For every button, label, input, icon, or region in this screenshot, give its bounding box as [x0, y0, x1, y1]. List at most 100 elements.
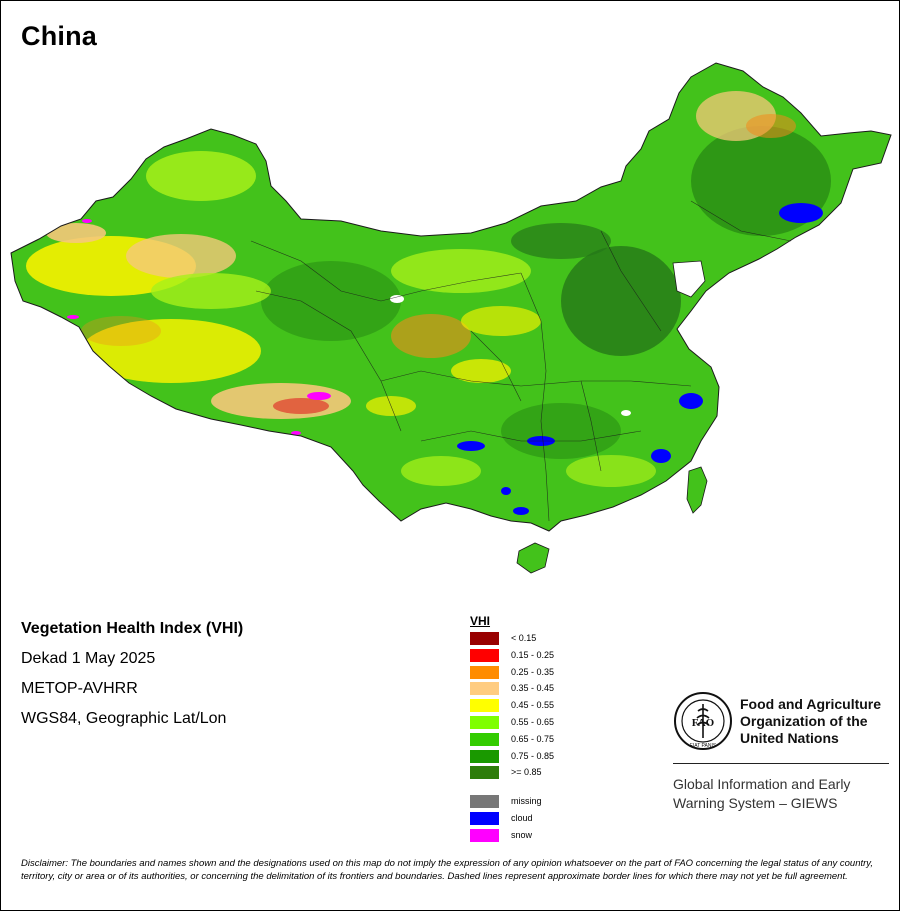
- missing-patch: [633, 125, 649, 133]
- legend-swatch: [470, 665, 499, 679]
- province-line: [255, 290, 402, 432]
- snow-patch: [307, 392, 331, 400]
- vhi-patches: [26, 91, 831, 515]
- province-line: [690, 200, 792, 242]
- fao-divider: [673, 763, 889, 764]
- legend-swatch: [470, 682, 499, 696]
- vhi-patch: [261, 261, 401, 341]
- legend-item: 0.75 - 0.85: [470, 749, 554, 766]
- legend-gap: [470, 782, 490, 794]
- vhi-patch: [511, 223, 611, 259]
- legend-item: missing: [470, 794, 542, 811]
- fao-name-line2: Organization of the: [740, 713, 868, 729]
- cloud-patch: [457, 441, 485, 451]
- legend-item: 0.55 - 0.65: [470, 715, 554, 732]
- snow-patch: [291, 431, 301, 435]
- legend-label: missing: [511, 796, 542, 807]
- legend-label: 0.35 - 0.45: [511, 683, 555, 694]
- legend-title: VHI: [470, 614, 491, 628]
- province-line: [600, 230, 662, 332]
- vhi-patch: [126, 234, 236, 278]
- province-boundaries: [250, 200, 792, 522]
- legend-item: cloud: [470, 811, 533, 828]
- legend-swatch: [470, 699, 499, 713]
- vhi-patch: [561, 246, 681, 356]
- map-info: Vegetation Health Index (VHI) Dekad 1 Ma…: [21, 619, 243, 739]
- vhi-patch: [461, 306, 541, 336]
- vhi-legend: VHI < 0.15 0.15 - 0.25 0.25 - 0.35 0.35 - 0…: [470, 613, 554, 845]
- legend-label: 0.65 - 0.75: [511, 733, 555, 744]
- cloud-patch: [651, 449, 671, 463]
- snow-patch: [82, 219, 92, 223]
- legend-swatch: [470, 749, 499, 763]
- province-line: [420, 430, 642, 442]
- sensor-label: METOP-AVHRR: [21, 680, 138, 697]
- province-line: [580, 380, 602, 472]
- legend-label: 0.15 - 0.25: [511, 649, 555, 660]
- fao-logo: FAO FIAT PANIS: [674, 692, 732, 750]
- legend-item: 0.65 - 0.75: [470, 732, 554, 749]
- vhi-patch: [146, 151, 256, 201]
- vhi-patch: [81, 316, 161, 346]
- legend-swatch: [470, 811, 499, 825]
- province-line: [520, 272, 550, 522]
- bohai-sea: [672, 260, 706, 298]
- vhi-patch: [746, 114, 796, 138]
- legend-label: cloud: [511, 812, 533, 823]
- fao-logo-letters: FAO: [692, 717, 715, 729]
- fao-name-line3: United Nations: [740, 730, 839, 746]
- snow-patch: [67, 315, 79, 319]
- vhi-patch: [273, 398, 329, 414]
- legend-item: 0.15 - 0.25: [470, 648, 554, 665]
- legend-item: 0.35 - 0.45: [470, 681, 554, 698]
- vhi-patch: [501, 403, 621, 459]
- legend-label: 0.45 - 0.55: [511, 700, 555, 711]
- vhi-patch: [566, 455, 656, 487]
- fao-name-line1: Food and Agriculture: [740, 696, 882, 712]
- legend-swatch: [470, 715, 499, 729]
- legend-swatch: [470, 732, 499, 746]
- missing-patch: [621, 410, 631, 416]
- index-name: Vegetation Health Index (VHI): [21, 620, 244, 637]
- vhi-patch: [401, 456, 481, 486]
- province-line: [250, 240, 522, 302]
- legend-label: < 0.15: [511, 633, 537, 643]
- cloud-patch: [779, 203, 823, 223]
- period-label: Dekad 1 May 2025: [21, 650, 156, 667]
- legend-classes: < 0.15 0.15 - 0.25 0.25 - 0.35 0.35 - 0.45 0…: [470, 631, 554, 782]
- giews-line2: Warning System – GIEWS: [673, 795, 838, 811]
- legend-item: 0.45 - 0.55: [470, 698, 554, 715]
- projection-label: WGS84, Geographic Lat/Lon: [21, 710, 227, 727]
- cloud-patch: [501, 487, 511, 495]
- vhi-map: [10, 62, 892, 574]
- legend-item: 0.25 - 0.35: [470, 665, 554, 682]
- missing-patch: [390, 295, 404, 303]
- legend-label: snow: [511, 829, 533, 840]
- taiwan-island: [686, 466, 708, 514]
- hainan-island: [516, 542, 550, 574]
- legend-swatch: [470, 648, 499, 662]
- disclaimer: Disclaimer: The boundaries and names sho…: [21, 858, 873, 882]
- legend-special: missing cloud snow: [470, 794, 542, 844]
- fao-name: Food and Agriculture Organization of the…: [740, 696, 899, 747]
- legend-item: >= 0.85: [470, 765, 542, 782]
- vhi-patch: [81, 319, 261, 383]
- vhi-patch: [391, 314, 471, 358]
- vhi-patch: [391, 249, 531, 293]
- vhi-patch: [451, 359, 511, 383]
- legend-swatch: [470, 766, 499, 780]
- legend-label: 0.25 - 0.35: [511, 666, 555, 677]
- legend-swatch: [470, 828, 499, 842]
- cloud-patch: [679, 393, 703, 409]
- legend-label: 0.75 - 0.85: [511, 750, 555, 761]
- legend-item: < 0.15: [470, 631, 536, 648]
- giews-line1: Global Information and Early: [673, 776, 851, 792]
- fao-logo-motto: FIAT PANIS: [690, 743, 717, 749]
- legend-label: 0.55 - 0.65: [511, 716, 555, 727]
- giews-label: Global Information and Early Warning Sys…: [673, 775, 889, 813]
- legend-swatch: [470, 632, 499, 645]
- legend-label: >= 0.85: [511, 767, 542, 778]
- province-line: [380, 370, 692, 387]
- province-line: [470, 330, 522, 402]
